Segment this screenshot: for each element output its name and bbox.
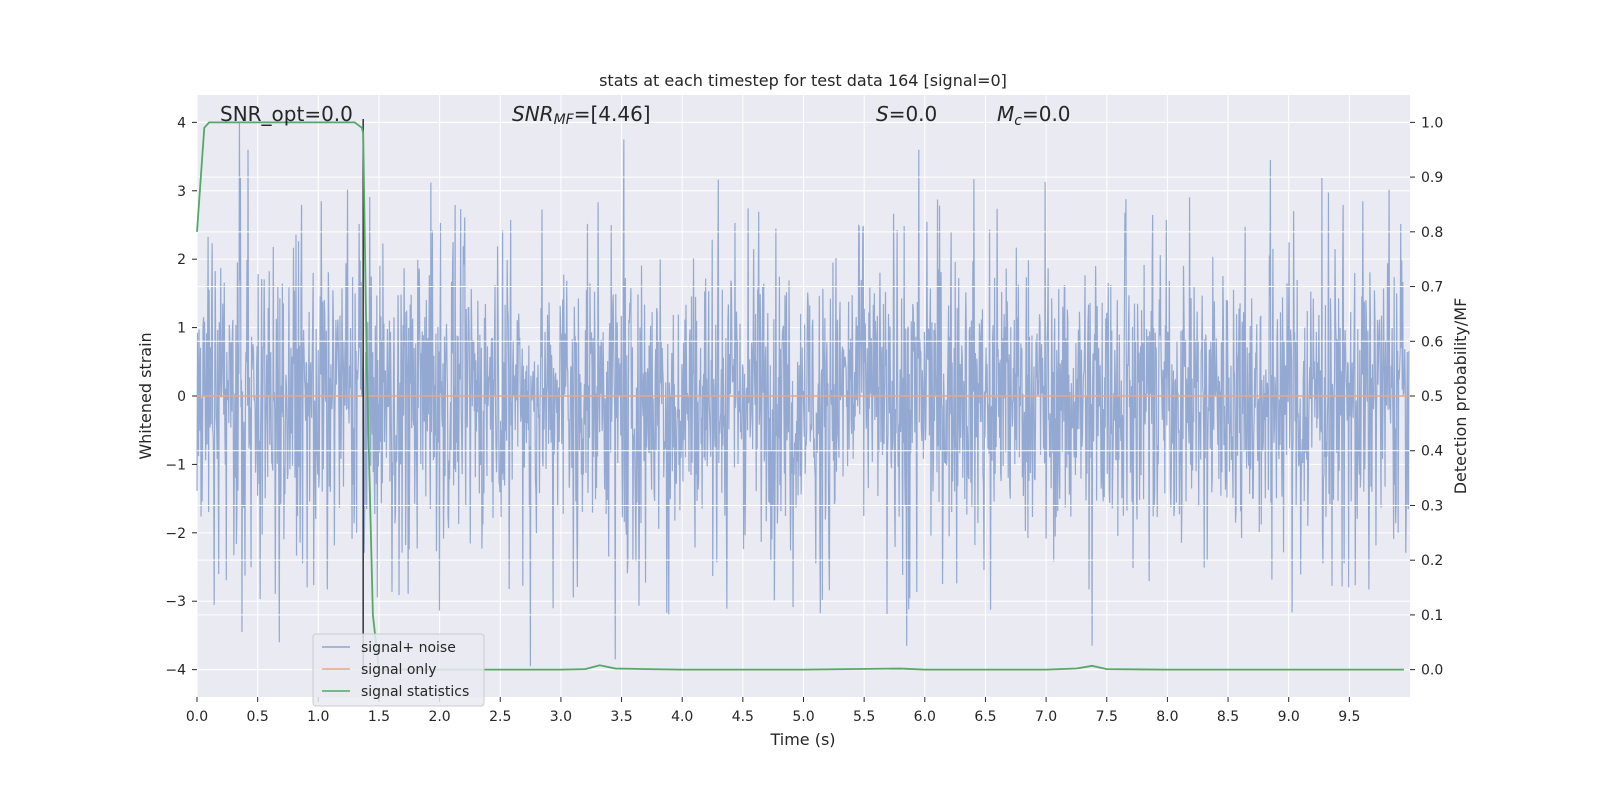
annotation-s: S=0.0 [876, 102, 937, 126]
series-lines [196, 118, 1410, 674]
y-tick-label-left: −3 [165, 594, 186, 610]
x-tick-label: 3.5 [610, 709, 632, 725]
x-tick-label: 1.5 [368, 709, 390, 725]
y-tick-label-right: 0.1 [1421, 608, 1443, 624]
annotation-snr-opt: SNR_opt=0.0 [220, 102, 353, 126]
x-tick-label: 3.0 [550, 709, 572, 725]
y-tick-label-right: 0.0 [1421, 663, 1443, 679]
y-tick-label-left: 0 [177, 389, 186, 405]
x-tick-label: 0.5 [247, 709, 269, 725]
legend-box [312, 633, 485, 707]
x-tick-label: 4.5 [732, 709, 754, 725]
y-tick-label-left: −4 [165, 663, 186, 679]
x-tick-label: 8.0 [1156, 709, 1178, 725]
y-tick-label-right: 0.8 [1421, 225, 1443, 241]
y-tick-label-left: −2 [165, 526, 186, 542]
series-signal-statistics-line [196, 121, 1404, 671]
y-axis-label-right: Detection probability/MF [1451, 298, 1470, 495]
legend-label-signal-only: signal only [361, 662, 436, 678]
x-tick-label: 8.5 [1217, 709, 1239, 725]
y-tick-label-left: 1 [177, 321, 186, 337]
x-tick-label: 9.0 [1278, 709, 1300, 725]
x-tick-label: 1.0 [307, 709, 329, 725]
annotation-snr-mf: SNRMF=[4.46] [512, 102, 651, 128]
legend: signal+ noise signal only signal statist… [312, 633, 485, 707]
x-tick-label: 5.5 [853, 709, 875, 725]
legend-label-signal-statistics: signal statistics [361, 684, 469, 700]
y-tick-label-right: 0.5 [1421, 389, 1443, 405]
x-tick-label: 2.5 [489, 709, 511, 725]
x-tick-label: 9.5 [1338, 709, 1360, 725]
x-axis-label: Time (s) [769, 730, 835, 749]
annotation-mc: Mc=0.0 [997, 102, 1071, 129]
y-tick-label-right: 0.2 [1421, 553, 1443, 569]
y-tick-label-left: 3 [177, 184, 186, 200]
y-tick-label-right: 0.7 [1421, 280, 1443, 296]
series-signal-noise [196, 122, 1410, 667]
legend-label-signal-noise: signal+ noise [361, 640, 456, 656]
y-tick-label-right: 1.0 [1421, 115, 1443, 131]
axis-ticks: 0.0 0.5 1.0 1.5 2.0 2.5 3.0 3.5 4.0 4.5 5.0 5.5 6.0 6… [165, 115, 1443, 725]
x-tick-label: 5.0 [792, 709, 814, 725]
x-tick-label: 7.0 [1035, 709, 1057, 725]
series-signal-noise-line [196, 122, 1410, 667]
y-tick-label-right: 0.9 [1421, 170, 1443, 186]
x-tick-label: 6.5 [974, 709, 996, 725]
x-tick-label: 4.0 [671, 709, 693, 725]
x-tick-label: 6.0 [914, 709, 936, 725]
chart-title: stats at each timestep for test data 164… [599, 71, 1007, 90]
y-axis-label-left: Whitened strain [136, 332, 155, 459]
y-tick-label-right: 0.3 [1421, 498, 1443, 514]
x-tick-label: 7.5 [1096, 709, 1118, 725]
y-tick-label-right: 0.6 [1421, 334, 1443, 350]
x-tick-label: 0.0 [186, 709, 208, 725]
y-tick-label-left: −1 [165, 457, 186, 473]
y-tick-label-right: 0.4 [1421, 444, 1443, 460]
x-tick-label: 2.0 [428, 709, 450, 725]
y-tick-label-left: 4 [177, 115, 186, 131]
y-tick-label-left: 2 [177, 252, 186, 268]
